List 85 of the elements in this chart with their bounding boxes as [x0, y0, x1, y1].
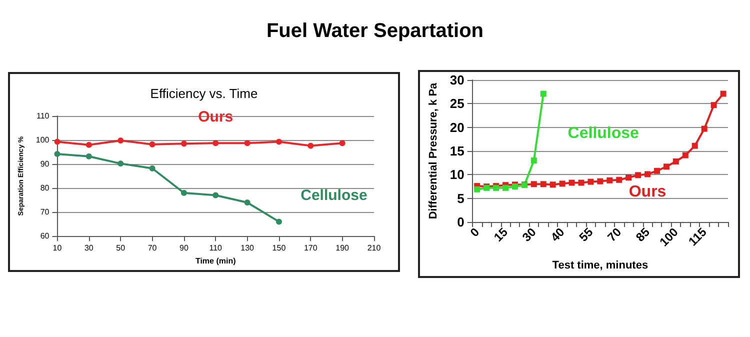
y-tick-label: 15	[450, 144, 464, 158]
x-tick-label: 90	[179, 244, 189, 253]
point	[86, 153, 92, 160]
x-tick-label: 85	[633, 224, 653, 244]
point	[663, 164, 670, 170]
x-tick-label: 170	[304, 244, 318, 253]
point	[474, 186, 480, 192]
y-tick-label: 70	[40, 208, 50, 217]
point	[626, 174, 632, 181]
chart-subtitle: Efficiency vs. Time	[150, 86, 258, 101]
series-label: Cellulose	[300, 187, 368, 204]
y-tick-label: 60	[40, 232, 50, 241]
point	[559, 180, 566, 187]
x-tick-label: 30	[520, 224, 540, 244]
x-tick-label: 70	[604, 224, 624, 244]
y-tick-label: 5	[457, 190, 464, 206]
y-tick-label: 10	[450, 167, 464, 182]
x-tick-label: 115	[686, 224, 710, 249]
point	[54, 150, 60, 157]
y-axis-title: Differential Pressure, k Pa	[428, 82, 440, 220]
series-label: Ours	[628, 184, 666, 201]
x-tick-label: 210	[367, 244, 382, 253]
point	[578, 180, 584, 186]
point	[692, 142, 698, 149]
y-tick-label: 25	[450, 96, 464, 112]
point	[588, 178, 594, 185]
x-tick-label: 15	[491, 224, 511, 244]
y-tick-label: 80	[40, 184, 50, 193]
point	[635, 172, 642, 178]
x-tick-label: 110	[209, 244, 223, 253]
point	[710, 102, 717, 108]
point	[616, 176, 622, 183]
point	[550, 182, 556, 188]
point	[276, 138, 282, 145]
point	[118, 160, 124, 167]
point	[530, 181, 537, 188]
point	[530, 157, 537, 164]
point	[672, 158, 679, 164]
series-label: Cellulose	[568, 125, 640, 142]
point	[597, 178, 604, 184]
point	[720, 90, 726, 97]
point	[276, 218, 282, 225]
y-tick-label: 30	[450, 72, 464, 88]
point	[308, 142, 314, 149]
point	[180, 140, 187, 147]
point	[568, 180, 575, 186]
y-tick-label: 0	[457, 214, 464, 230]
series-label: Ours	[198, 108, 234, 126]
point	[540, 181, 546, 188]
x-tick-label: 10	[52, 244, 62, 253]
point	[118, 138, 124, 144]
y-tick-label: 100	[36, 136, 50, 145]
x-tick-label: 50	[116, 244, 126, 253]
x-tick-label: 190	[336, 244, 350, 253]
point	[212, 192, 219, 198]
x-tick-label: 0	[467, 224, 482, 240]
point	[502, 184, 508, 191]
point	[606, 177, 613, 184]
x-tick-label: 55	[576, 224, 596, 244]
x-axis-title: Test time, minutes	[552, 260, 648, 272]
x-tick-label: 100	[656, 224, 682, 250]
point	[644, 171, 651, 178]
x-tick-label: 130	[240, 244, 255, 253]
x-tick-label: 30	[84, 244, 94, 253]
point	[212, 140, 219, 146]
point	[339, 140, 346, 146]
y-tick-label: 90	[40, 160, 50, 169]
point	[149, 141, 156, 148]
point	[654, 168, 660, 174]
x-tick-label: 150	[272, 244, 286, 253]
point	[54, 138, 60, 145]
x-axis-title: Time (min)	[195, 256, 236, 266]
point	[86, 142, 92, 148]
point	[540, 90, 546, 97]
point	[244, 140, 250, 146]
x-tick-label: 70	[148, 244, 158, 253]
point	[682, 152, 688, 158]
x-tick-label: 40	[548, 224, 568, 244]
point	[180, 190, 187, 196]
y-tick-label: 110	[36, 112, 50, 120]
chart-title: Fuel Water Separtation	[265, 20, 485, 43]
point	[701, 126, 708, 132]
point	[149, 165, 156, 172]
point	[244, 199, 250, 206]
y-tick-label: 20	[450, 120, 464, 135]
